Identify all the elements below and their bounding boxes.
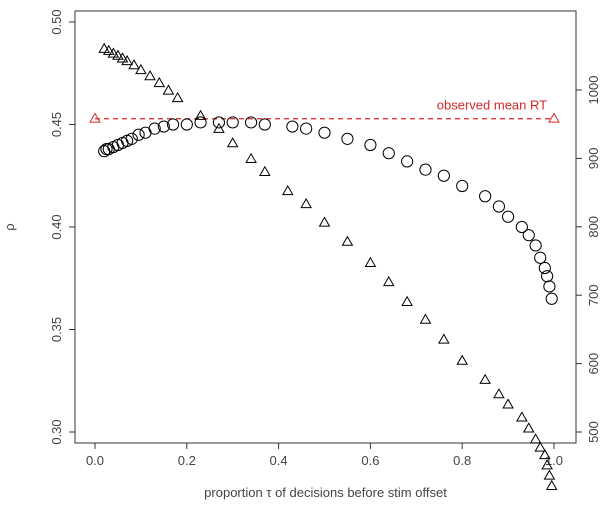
y-right-tick-label: 600 (586, 353, 601, 375)
rt-triangle-point (171, 91, 184, 103)
rho-circle-point (341, 132, 354, 145)
rho-circle-point (545, 292, 558, 305)
rt-triangle-point (281, 184, 294, 196)
rt-triangle-point (545, 479, 558, 490)
rt-triangle-point (107, 47, 120, 58)
observed-mean-rt-marker (548, 112, 560, 123)
rho-circle-point (244, 116, 258, 129)
x-axis-title: proportion τ of decisions before stim of… (204, 485, 447, 500)
x-tick-label: 0.4 (270, 453, 288, 468)
rt-triangle-point (382, 275, 395, 287)
rho-circle-point (226, 116, 239, 129)
rt-triangle-point (128, 59, 140, 70)
rho-circle-point (419, 163, 432, 176)
marks-layer (89, 42, 560, 490)
rt-triangle-point (479, 373, 491, 384)
x-tick-label: 0.8 (453, 453, 471, 468)
rt-triangle-point (121, 54, 133, 66)
y-right-tick-label: 500 (586, 421, 601, 443)
rho-circle-point (515, 220, 528, 234)
rt-triangle-point (112, 49, 124, 60)
rho-circle-point (318, 126, 331, 139)
rho-circle-point (541, 270, 554, 283)
y-right-tick-label: 1000 (586, 76, 601, 105)
rt-triangle-point (135, 63, 147, 75)
rho-circle-point (166, 118, 180, 131)
rt-triangle-point (300, 197, 312, 209)
rt-triangle-point (213, 122, 225, 133)
rho-circle-point (538, 261, 551, 275)
x-tick-label: 0.2 (178, 453, 196, 468)
observed-mean-rt-label: observed mean RT (437, 98, 547, 113)
y-right-tick-label: 800 (586, 216, 601, 238)
rho-circle-point (286, 120, 299, 133)
x-tick-label: 0.0 (86, 453, 104, 468)
y-left-tick-label: 0.35 (49, 317, 64, 342)
rho-circle-point (382, 147, 395, 160)
rho-circle-point (212, 116, 226, 129)
rho-circle-point (300, 122, 313, 135)
rt-triangle-point (534, 441, 547, 452)
rt-triangle-point (341, 235, 354, 246)
rho-circle-point (456, 179, 469, 193)
plot-frame (74, 10, 577, 444)
rt-triangle-point (543, 469, 556, 480)
rt-triangle-point (116, 52, 129, 63)
rho-circle-point (157, 120, 170, 133)
rho-circle-point (502, 210, 515, 223)
rt-triangle-point (364, 256, 377, 267)
rho-circle-point (364, 138, 377, 152)
rho-circle-point (492, 200, 506, 213)
rho-circle-point (543, 280, 556, 293)
observed-mean-rt-marker (89, 112, 101, 123)
rt-triangle-point (98, 42, 111, 53)
rt-triangle-point (529, 433, 542, 444)
rt-triangle-point (259, 165, 271, 176)
rho-circle-point (100, 143, 113, 156)
rho-circle-point (534, 251, 547, 264)
rho-circle-point (258, 118, 271, 131)
rt-triangle-point (438, 333, 450, 344)
rt-triangle-point (102, 44, 115, 55)
rt-triangle-point (502, 398, 514, 409)
rt-triangle-point (493, 388, 505, 399)
axes-layer: 0.0 0.2 0.4 0.6 0.8 1.00.300.350.400.450.5050… (49, 9, 601, 468)
y-left-tick-label: 0.50 (49, 9, 64, 34)
y-right-tick-label: 700 (586, 284, 601, 306)
y-right-tick-label: 900 (586, 148, 601, 170)
rt-triangle-point (194, 109, 207, 120)
rt-triangle-point (153, 76, 166, 88)
rho-circle-point (437, 169, 450, 182)
rt-triangle-point (162, 84, 175, 95)
rho-circle-point (148, 122, 161, 135)
y-axis-title: ρ (2, 223, 17, 230)
rt-triangle-point (318, 216, 331, 227)
y-left-tick-label: 0.40 (49, 214, 64, 239)
rt-triangle-point (226, 137, 239, 148)
rt-triangle-point (538, 448, 551, 460)
rho-circle-point (125, 132, 138, 145)
rho-circle-point (132, 128, 145, 141)
rho-circle-point (180, 118, 193, 131)
rho-circle-point (479, 190, 492, 203)
rt-triangle-point (456, 354, 469, 365)
y-left-tick-label: 0.30 (49, 419, 64, 444)
rt-triangle-point (516, 411, 528, 422)
rt-triangle-point (144, 70, 156, 81)
rho-circle-point (522, 229, 535, 242)
y-left-tick-label: 0.45 (49, 112, 64, 137)
rho-circle-point (401, 155, 414, 168)
rt-triangle-point (245, 152, 257, 163)
rt-triangle-point (401, 295, 413, 306)
rt-triangle-point (522, 422, 535, 433)
rt-triangle-point (541, 459, 553, 470)
rho-circle-point (529, 239, 542, 252)
x-tick-label: 0.6 (361, 453, 379, 468)
rt-triangle-point (419, 313, 432, 324)
rho-circle-point (194, 116, 207, 129)
